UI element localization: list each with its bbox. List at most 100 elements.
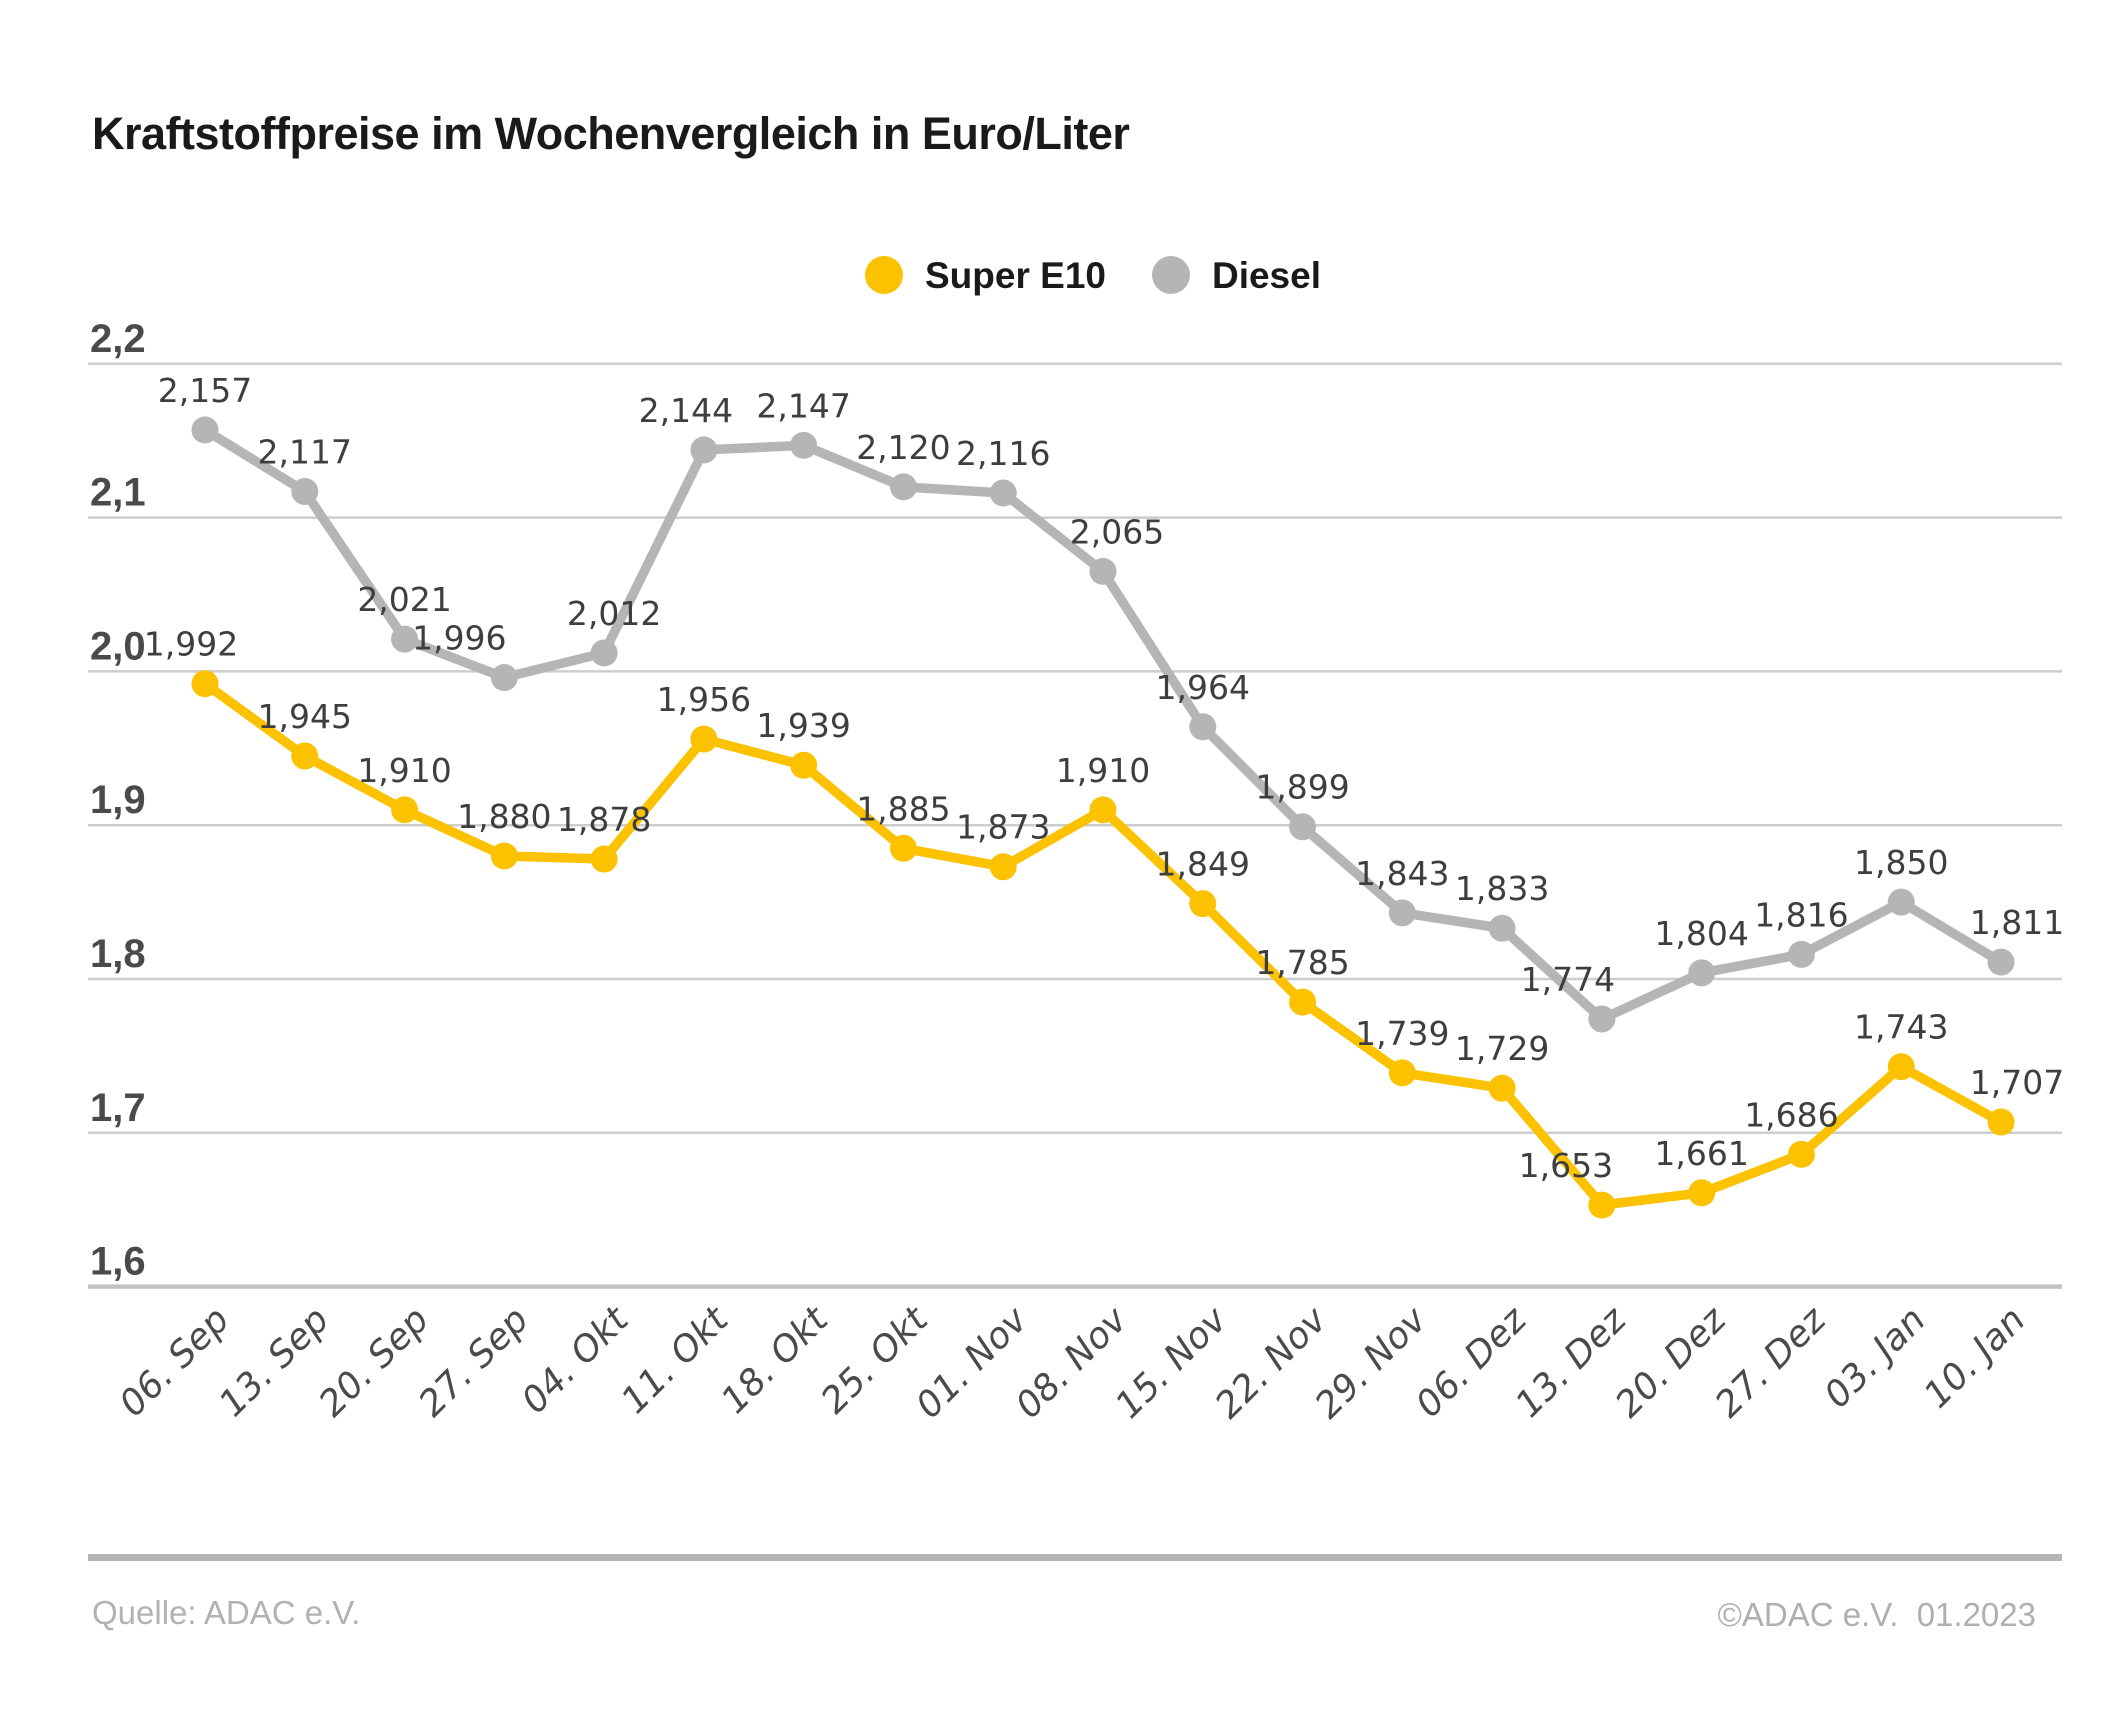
data-label-diesel: 1,774 [1521, 960, 1615, 999]
data-point-diesel [1388, 899, 1416, 927]
data-point-super-e10 [1289, 988, 1317, 1016]
y-axis-label: 2,0 [90, 624, 146, 668]
data-point-super-e10 [590, 845, 618, 873]
data-label-super-e10: 1,885 [856, 789, 950, 828]
data-label-super-e10: 1,956 [657, 680, 751, 719]
data-point-super-e10 [1688, 1179, 1716, 1207]
x-axis-label: 10. Jan [1917, 1299, 2034, 1416]
data-label-super-e10: 1,880 [457, 797, 551, 836]
source-note: Quelle: ADAC e.V. [92, 1594, 361, 1631]
x-axis-label: 27. Sep [411, 1299, 537, 1425]
legend-item-super-e10: Super E10 [865, 256, 1106, 294]
x-axis-label: 18. Okt [714, 1298, 838, 1422]
data-point-super-e10 [889, 834, 917, 862]
x-axis-label: 29. Nov [1307, 1299, 1435, 1427]
data-label-super-e10: 1,873 [956, 808, 1050, 847]
data-label-diesel: 1,899 [1255, 768, 1349, 807]
x-axis-label: 27. Dez [1708, 1299, 1835, 1426]
data-point-super-e10 [1887, 1053, 1915, 1081]
diesel-dot-icon [1151, 256, 1190, 294]
data-label-super-e10: 1,653 [1519, 1146, 1613, 1185]
data-point-diesel [889, 473, 917, 501]
data-label-super-e10: 1,945 [258, 697, 352, 736]
x-axis-label: 20. Sep [311, 1299, 437, 1425]
data-point-diesel [1488, 914, 1516, 942]
y-axis-label: 1,8 [90, 932, 146, 976]
data-point-diesel [1787, 940, 1815, 968]
data-label-diesel: 1,996 [412, 619, 506, 658]
data-label-super-e10: 1,729 [1455, 1029, 1549, 1068]
data-point-super-e10 [1388, 1059, 1416, 1087]
footer-separator [88, 1554, 2062, 1561]
x-axis-label: 13. Sep [212, 1299, 338, 1425]
data-point-diesel [690, 436, 718, 464]
data-label-diesel: 1,843 [1355, 854, 1449, 893]
data-point-diesel [1289, 813, 1317, 841]
data-label-diesel: 2,116 [956, 434, 1050, 473]
data-point-diesel [1987, 948, 2015, 976]
data-label-super-e10: 1,849 [1156, 845, 1250, 884]
data-point-diesel [1588, 1005, 1616, 1033]
y-axis-label: 1,7 [90, 1086, 146, 1130]
data-label-diesel: 1,804 [1654, 914, 1748, 953]
data-label-super-e10: 1,739 [1355, 1014, 1449, 1053]
data-point-super-e10 [989, 853, 1017, 881]
x-axis-label: 03. Jan [1817, 1299, 1934, 1416]
data-label-diesel: 2,065 [1070, 512, 1164, 551]
y-axis-label: 2,1 [90, 471, 146, 515]
x-axis-label: 20. Dez [1608, 1299, 1735, 1426]
data-label-diesel: 1,964 [1156, 668, 1250, 707]
data-point-diesel [490, 664, 518, 692]
x-axis-label: 06. Sep [112, 1299, 238, 1425]
chart-title: Kraftstoffpreise im Wochenvergleich in E… [92, 108, 1130, 159]
x-axis-label: 13. Dez [1508, 1299, 1635, 1426]
data-point-super-e10 [291, 742, 319, 770]
data-point-super-e10 [1189, 890, 1217, 918]
data-label-super-e10: 1,661 [1654, 1134, 1748, 1173]
data-label-super-e10: 1,992 [144, 625, 238, 664]
super-e10-dot-icon [865, 256, 903, 294]
data-label-diesel: 2,117 [258, 432, 352, 471]
data-label-diesel: 2,012 [567, 594, 661, 633]
data-point-super-e10 [1488, 1074, 1516, 1102]
data-point-super-e10 [790, 751, 818, 779]
data-point-super-e10 [490, 842, 518, 870]
data-label-diesel: 2,021 [357, 580, 451, 619]
legend-label-super-e10: Super E10 [925, 254, 1106, 296]
data-label-diesel: 2,157 [158, 371, 252, 410]
data-label-super-e10: 1,878 [557, 800, 651, 839]
data-point-diesel [1887, 888, 1915, 916]
data-label-diesel: 2,144 [639, 391, 733, 430]
data-point-super-e10 [191, 670, 219, 698]
data-label-super-e10: 1,707 [1970, 1063, 2064, 1102]
data-point-diesel [1688, 959, 1716, 987]
data-label-diesel: 1,850 [1854, 843, 1948, 882]
data-point-super-e10 [1787, 1140, 1815, 1168]
data-point-super-e10 [1588, 1191, 1616, 1219]
data-point-diesel [590, 639, 618, 667]
data-label-diesel: 1,833 [1455, 869, 1549, 908]
data-point-super-e10 [690, 725, 718, 753]
data-label-super-e10: 1,910 [357, 751, 451, 790]
y-axis-label: 1,9 [90, 778, 146, 822]
data-point-super-e10 [1089, 796, 1117, 824]
copyright-note: ©ADAC e.V. 01.2023 [1717, 1596, 2036, 1633]
data-point-diesel [989, 479, 1017, 507]
y-axis-label: 1,6 [90, 1240, 146, 1284]
x-axis-label: 04. Okt [514, 1298, 638, 1422]
data-point-diesel [191, 416, 219, 444]
y-axis-label: 2,2 [90, 317, 146, 361]
data-label-diesel: 1,811 [1970, 903, 2064, 942]
legend-label-diesel: Diesel [1211, 254, 1321, 296]
data-label-diesel: 2,147 [756, 386, 850, 425]
data-label-super-e10: 1,939 [756, 706, 850, 745]
data-label-super-e10: 1,743 [1854, 1008, 1948, 1047]
data-point-diesel [790, 431, 818, 459]
data-point-super-e10 [1987, 1108, 2015, 1136]
x-axis-label: 06. Dez [1408, 1299, 1535, 1426]
data-label-super-e10: 1,686 [1744, 1095, 1838, 1134]
data-point-diesel [1189, 713, 1217, 741]
data-point-diesel [1089, 557, 1117, 585]
data-point-diesel [391, 625, 419, 653]
